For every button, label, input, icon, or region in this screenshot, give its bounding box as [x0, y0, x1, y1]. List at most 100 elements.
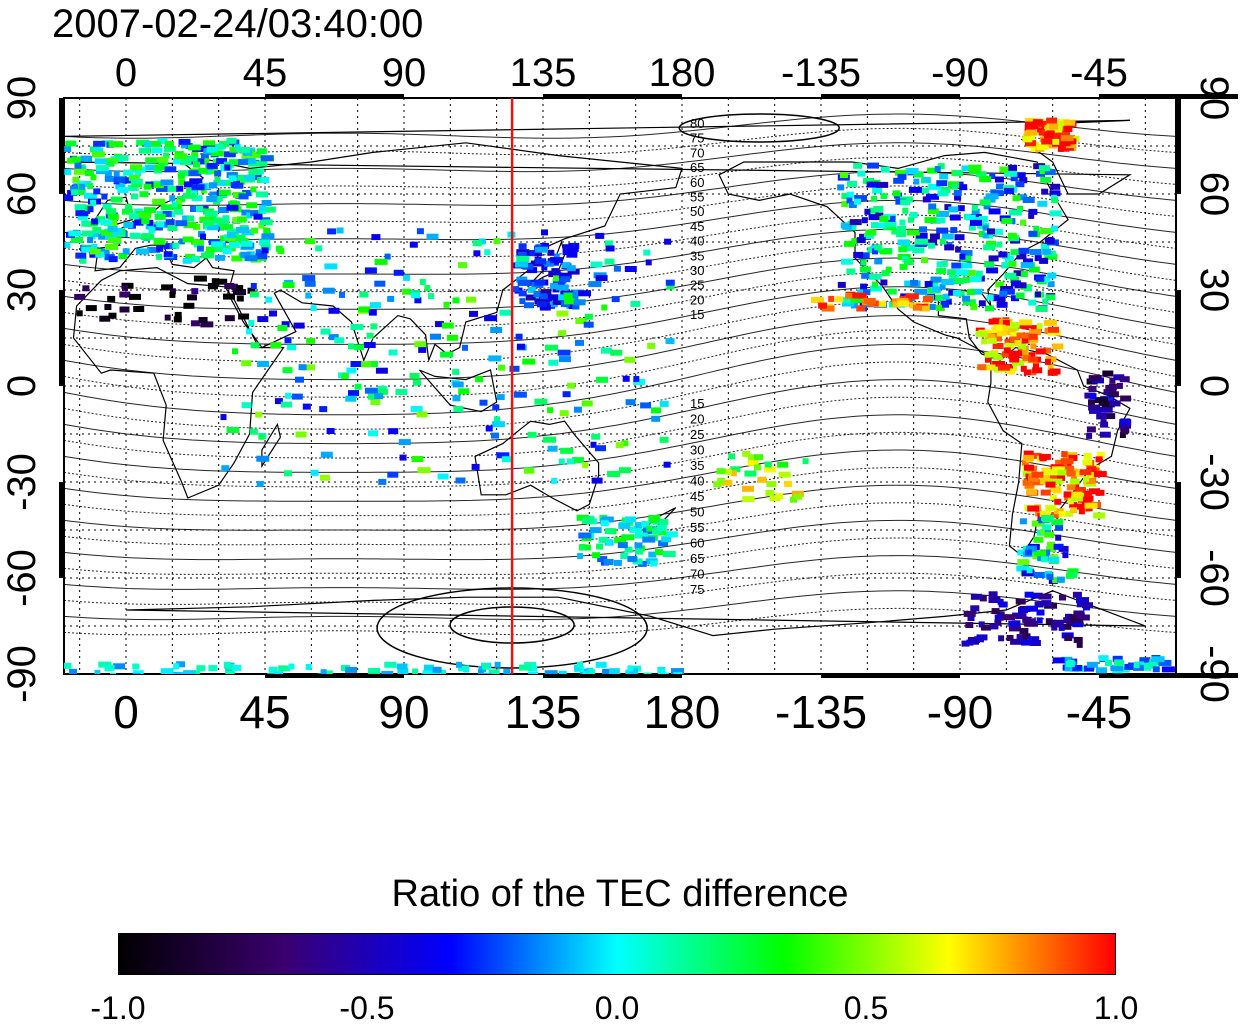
tec-data-cell [871, 195, 878, 202]
tec-data-cell [558, 458, 565, 465]
tec-data-cell [577, 553, 584, 559]
colorbar [118, 933, 1116, 975]
tec-data-cell [970, 605, 980, 612]
tec-data-cell [232, 348, 238, 355]
tec-data-cell [187, 294, 197, 301]
coastline-madagascar [261, 422, 282, 469]
tec-data-cell [880, 279, 888, 286]
lon-tick-label-bottom: -90 [927, 686, 993, 738]
tec-data-cell [764, 461, 772, 468]
tec-data-cell [1038, 129, 1045, 136]
tec-data-cell [129, 232, 141, 239]
tec-data-cell [73, 189, 86, 195]
tec-data-cell [65, 140, 77, 147]
tec-data-cell [999, 290, 1008, 297]
tec-data-cell [200, 233, 206, 240]
tec-data-cell [766, 481, 777, 488]
tec-data-cell [73, 168, 87, 175]
contour-label: 40 [690, 234, 704, 249]
tec-data-cell [1022, 633, 1031, 640]
tec-data-cell [452, 395, 461, 402]
tec-data-cell [924, 217, 937, 224]
tec-data-cell [241, 402, 252, 409]
tec-data-cell [1044, 469, 1058, 476]
tec-data-cell [673, 672, 683, 674]
tec-data-cell [517, 279, 531, 286]
tec-data-cell [341, 373, 349, 380]
tec-data-cell [1102, 370, 1114, 377]
tec-data-cell [1049, 478, 1063, 485]
tec-data-cell [255, 249, 262, 256]
frame-band-right [1176, 482, 1181, 578]
tec-data-cell [250, 186, 257, 193]
tec-data-cell [613, 559, 622, 566]
tec-data-cell [560, 447, 574, 454]
tec-data-cell [75, 210, 89, 217]
tec-data-cell [875, 212, 884, 219]
tec-data-cell [1086, 478, 1096, 485]
tec-data-cell [539, 304, 551, 311]
tec-data-cell [1043, 347, 1052, 354]
tec-data-cell [547, 249, 555, 256]
tec-data-cell [478, 238, 486, 245]
tec-data-cell [953, 189, 962, 196]
tec-data-cell [1025, 545, 1037, 552]
tec-data-cell [854, 195, 868, 202]
tec-data-cell [191, 256, 200, 262]
tec-data-cell [1061, 132, 1071, 139]
tec-data-cell [82, 230, 94, 237]
tec-data-cell [1022, 136, 1033, 143]
tec-data-cell [200, 187, 207, 194]
tec-data-cell [130, 178, 143, 185]
tec-data-cell [1070, 507, 1077, 514]
tec-data-cell [180, 159, 193, 166]
tec-data-cell [603, 559, 614, 565]
tec-data-cell [368, 309, 377, 316]
tec-data-cell [1044, 125, 1051, 132]
tec-data-cell [549, 283, 558, 290]
tec-data-cell [211, 278, 218, 285]
tec-data-cell [456, 661, 462, 668]
tec-data-cell [281, 321, 290, 328]
tec-data-cell [228, 159, 242, 166]
tec-data-cell [880, 193, 888, 200]
tec-data-cell [859, 266, 871, 273]
tec-data-cell [403, 274, 410, 281]
tec-data-cell [1017, 205, 1024, 212]
tec-data-cell [1057, 120, 1064, 127]
tec-data-cell [1012, 195, 1021, 202]
tec-data-cell [541, 264, 548, 271]
tec-data-cell [634, 542, 643, 549]
tec-data-cell [596, 376, 609, 383]
lat-tick-label-left: 90 [0, 76, 44, 121]
tec-data-cell [540, 289, 552, 296]
tec-data-cell [957, 205, 965, 212]
tec-data-cell [1151, 656, 1165, 663]
tec-data-cell [110, 672, 116, 674]
tec-data-cell [1008, 625, 1021, 632]
tec-data-cell [893, 177, 905, 184]
tec-data-cell [458, 388, 470, 395]
tec-data-cell [236, 226, 250, 233]
tec-data-cell [1044, 531, 1055, 538]
tec-data-cell [1033, 361, 1039, 368]
tec-data-cell [513, 391, 527, 398]
tec-data-cell [471, 463, 480, 470]
tec-data-cell [975, 330, 988, 337]
tec-data-cell [259, 205, 267, 212]
tec-data-cell [115, 183, 126, 190]
tec-data-cell [961, 640, 970, 647]
tec-data-cell [936, 268, 947, 275]
tec-data-cell [315, 245, 323, 252]
tec-data-cell [364, 267, 377, 274]
tec-data-cell [717, 477, 726, 484]
tec-data-cell [625, 399, 636, 406]
tec-data-cell [108, 312, 117, 319]
tec-data-cell [932, 217, 946, 224]
tec-data-cell [859, 252, 870, 259]
tec-data-cell [1004, 187, 1015, 194]
tec-data-cell [1005, 325, 1019, 331]
tec-data-cell [1076, 597, 1089, 604]
tec-data-cell [209, 191, 220, 198]
tec-data-cell [1040, 489, 1051, 496]
